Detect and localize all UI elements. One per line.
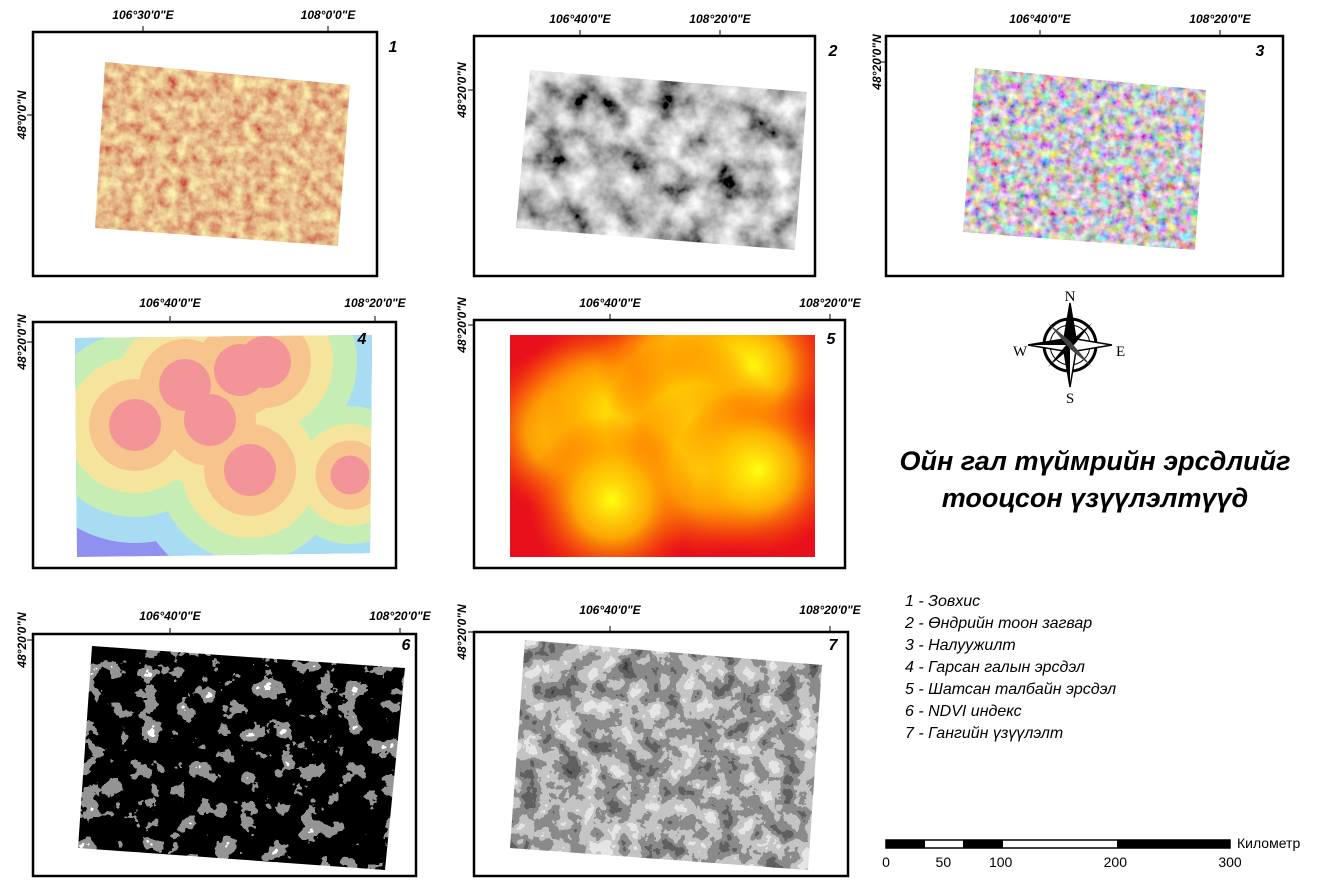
panel-frame: [472, 34, 817, 278]
panel-frame: [31, 320, 398, 570]
burn-hotspot: [673, 385, 815, 555]
legend-item: 3 - Налуужилт: [905, 637, 1016, 654]
raster-drought: [510, 640, 822, 870]
legend-item: 1 - Зовхис: [905, 593, 980, 610]
latitude-label: 48°0'0"N: [15, 90, 29, 140]
title-line: тооцсон үзүүлэлтүүд: [942, 483, 1248, 513]
longitude-label: 108°20'0"E: [799, 296, 861, 310]
burn-hotspot: [527, 415, 697, 557]
raster-slope: [963, 68, 1206, 250]
scale-bar: Километр 0 50 100 200 300: [882, 835, 1300, 870]
scale-tick-label: 0: [882, 854, 890, 870]
legend-item: 7 - Гангийн үзүүлэлт: [905, 725, 1063, 742]
risk-zone: [330, 455, 370, 495]
longitude-label: 106°40'0"E: [1009, 12, 1071, 26]
raster-aspect: [95, 62, 350, 246]
compass: N S E W: [1013, 289, 1125, 407]
panel-frame: [472, 318, 847, 570]
risk-zone: [109, 399, 161, 451]
panel-number: 7: [829, 637, 839, 654]
map-panel: 106°30'0"E 108°0'0"E 48°0'0"N 1: [15, 8, 398, 278]
map-panel: 106°40'0"E 108°20'0"E 48°20'0"N 3: [870, 12, 1285, 278]
raster-fire-risk: [75, 335, 372, 557]
title-line: Ойн гал түймрийн эрсдлийг: [899, 446, 1290, 476]
compass-w: W: [1013, 344, 1028, 360]
raster-dem: [516, 70, 807, 250]
longitude-label: 106°40'0"E: [579, 296, 641, 310]
latitude-label: 48°20'0"N: [15, 314, 29, 371]
raster-ndvi: [78, 646, 405, 870]
panel-number: 5: [827, 331, 837, 348]
longitude-label: 108°20'0"E: [369, 609, 431, 623]
raster-drought-tint: [510, 640, 822, 870]
longitude-label: 108°20'0"E: [1189, 12, 1251, 26]
longitude-label: 108°20'0"E: [799, 603, 861, 617]
legend-item: 2 - Өндрийн тоон загвар: [904, 615, 1092, 632]
longitude-label: 108°20'0"E: [689, 12, 751, 26]
latitude-label: 48°20'0"N: [15, 612, 29, 669]
compass-e: E: [1116, 344, 1125, 360]
risk-zone: [224, 444, 276, 496]
compass-n: N: [1065, 289, 1076, 305]
longitude-label: 106°30'0"E: [112, 8, 174, 22]
legend-item: 4 - Гарсан галын эрсдэл: [905, 659, 1085, 676]
map-panel: 106°40'0"E 108°20'0"E 48°20'0"N 4: [15, 296, 407, 570]
panel-frame: [884, 34, 1285, 278]
risk-zone: [184, 394, 236, 446]
longitude-label: 108°20'0"E: [344, 296, 406, 310]
risk-zone: [239, 336, 291, 388]
map-panel: 106°40'0"E 108°20'0"E 48°20'0"N 7: [455, 603, 862, 878]
raster-layers: [75, 62, 1206, 870]
scale-tick-label: 300: [1218, 854, 1242, 870]
panel-number: 6: [402, 637, 411, 654]
latitude-label: 48°20'0"N: [455, 62, 469, 119]
map-panel: 106°40'0"E 108°20'0"E 48°20'0"N 5: [455, 296, 862, 570]
legend-item: 5 - Шатсан талбайн эрсдэл: [905, 681, 1116, 698]
panel-number: 2: [828, 43, 838, 60]
map-panel: 106°40'0"E 108°20'0"E 48°20'0"N 2: [455, 12, 838, 278]
longitude-label: 106°40'0"E: [579, 603, 641, 617]
panel-number: 1: [389, 39, 398, 56]
panel-frame: [31, 632, 418, 878]
panel-number: 3: [1256, 43, 1265, 60]
map-panel: 106°40'0"E 108°20'0"E 48°20'0"N 6: [15, 609, 432, 878]
panel-number: 4: [357, 331, 367, 348]
longitude-label: 106°40'0"E: [139, 609, 201, 623]
latitude-label: 48°20'0"N: [455, 297, 469, 354]
scale-tick-label: 100: [989, 854, 1013, 870]
compass-s: S: [1066, 391, 1074, 407]
latitude-label: 48°20'0"N: [455, 604, 469, 661]
latitude-label: 48°20'0"N: [870, 34, 884, 91]
panel-frame: [472, 630, 850, 878]
legend: 1 - Зовхис 2 - Өндрийн тоон загвар 3 - Нал…: [904, 593, 1116, 742]
scale-tick-label: 200: [1104, 854, 1128, 870]
scale-unit: Километр: [1237, 835, 1300, 851]
longitude-label: 108°0'0"E: [301, 8, 357, 22]
legend-item: 6 - NDVI индекс: [905, 703, 1022, 720]
raster-burn-risk: [510, 335, 815, 557]
panel-frame: [31, 30, 379, 278]
longitude-label: 106°40'0"E: [139, 296, 201, 310]
longitude-label: 106°40'0"E: [549, 12, 611, 26]
scale-tick-label: 50: [936, 854, 952, 870]
